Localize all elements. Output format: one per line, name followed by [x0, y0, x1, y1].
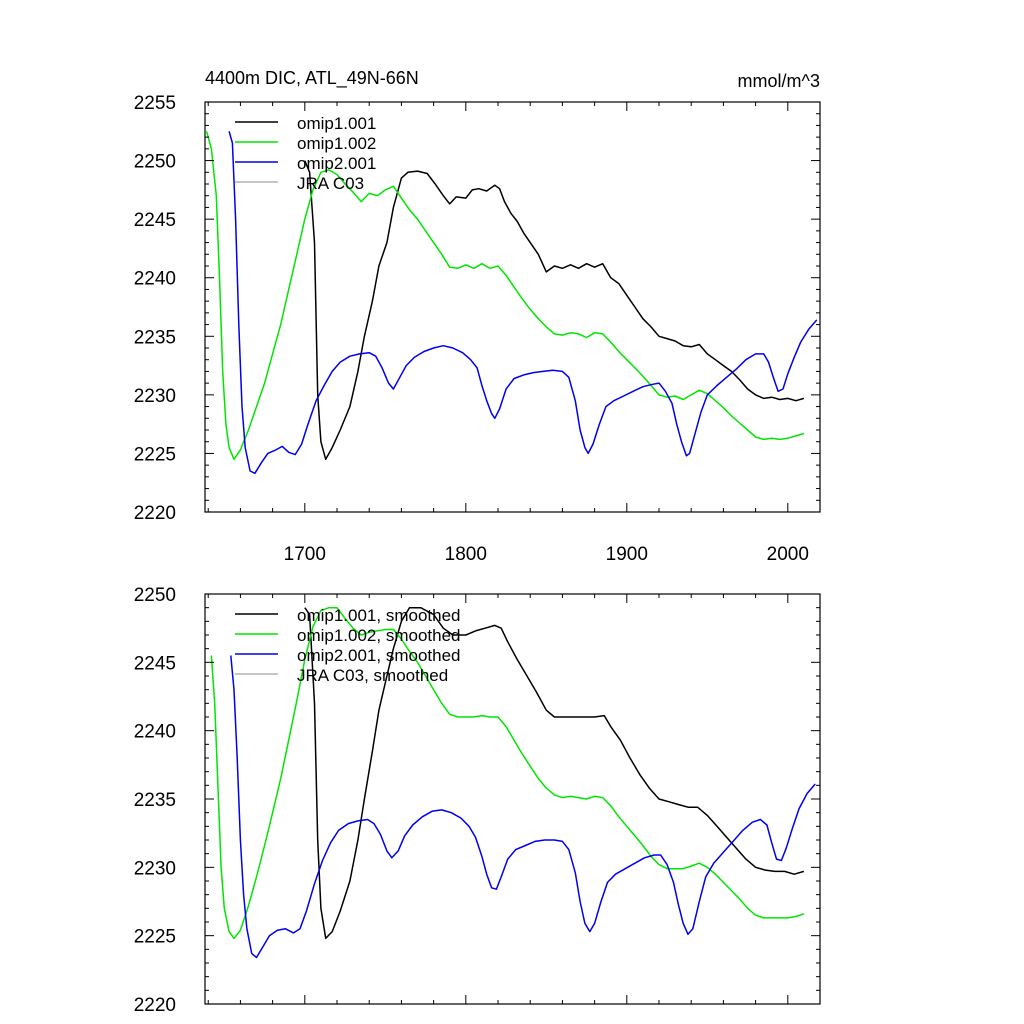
y-tick-label: 2240: [134, 722, 176, 743]
top-panel: 4400m DIC, ATL_49N-66N mmol/m^3 2220 2225…: [134, 68, 821, 565]
y-tick-label: 2255: [134, 93, 176, 114]
y-tick-label: 2235: [134, 327, 176, 348]
y-tick-label: 2235: [134, 790, 176, 811]
y-tick-label: 2225: [134, 927, 176, 948]
legend-label: omip1.001: [297, 114, 376, 133]
legend-label: JRA C03, smoothed: [297, 666, 448, 685]
series-line: [205, 131, 805, 461]
y-tick-label: 2220: [134, 995, 176, 1016]
x-tick-label: 2000: [767, 544, 809, 565]
legend-label: omip1.002: [297, 134, 376, 153]
series-line: [210, 606, 805, 940]
legend-label: omip2.001: [297, 154, 376, 173]
axis-ticks: 2220 2225 2230 2235 2240 2245 2250 2255 1700 1800…: [134, 93, 821, 565]
bottom-panel: 2220 2225 2230 2235 2240 2245 2250 omip1.001, …: [134, 585, 821, 1016]
y-tick-label: 2245: [134, 653, 176, 674]
y-tick-label: 2250: [134, 585, 176, 606]
plot-frame: [204, 101, 821, 513]
series-line: [304, 160, 805, 461]
series-line: [304, 606, 805, 940]
legend-label: omip1.001, smoothed: [297, 606, 461, 625]
legend-label: JRA C03: [297, 174, 364, 193]
plot-area: [210, 606, 816, 959]
chart-title-left: 4400m DIC, ATL_49N-66N: [205, 68, 419, 89]
x-tick-label: 1700: [284, 544, 326, 565]
y-tick-label: 2245: [134, 210, 176, 231]
x-tick-label: 1800: [445, 544, 487, 565]
series-line: [228, 131, 818, 475]
y-tick-label: 2230: [134, 858, 176, 879]
y-tick-label: 2230: [134, 386, 176, 407]
y-tick-label: 2240: [134, 269, 176, 290]
legend-label: omip2.001, smoothed: [297, 646, 461, 665]
y-tick-label: 2250: [134, 152, 176, 173]
y-tick-label: 2220: [134, 503, 176, 524]
y-tick-label: 2225: [134, 444, 176, 465]
axis-ticks: 2220 2225 2230 2235 2240 2245 2250: [134, 585, 821, 1016]
legend-label: omip1.002, smoothed: [297, 626, 461, 645]
plot-area: [205, 131, 818, 475]
x-tick-label: 1900: [606, 544, 648, 565]
series-line: [230, 655, 816, 959]
chart-units-label: mmol/m^3: [738, 71, 820, 91]
